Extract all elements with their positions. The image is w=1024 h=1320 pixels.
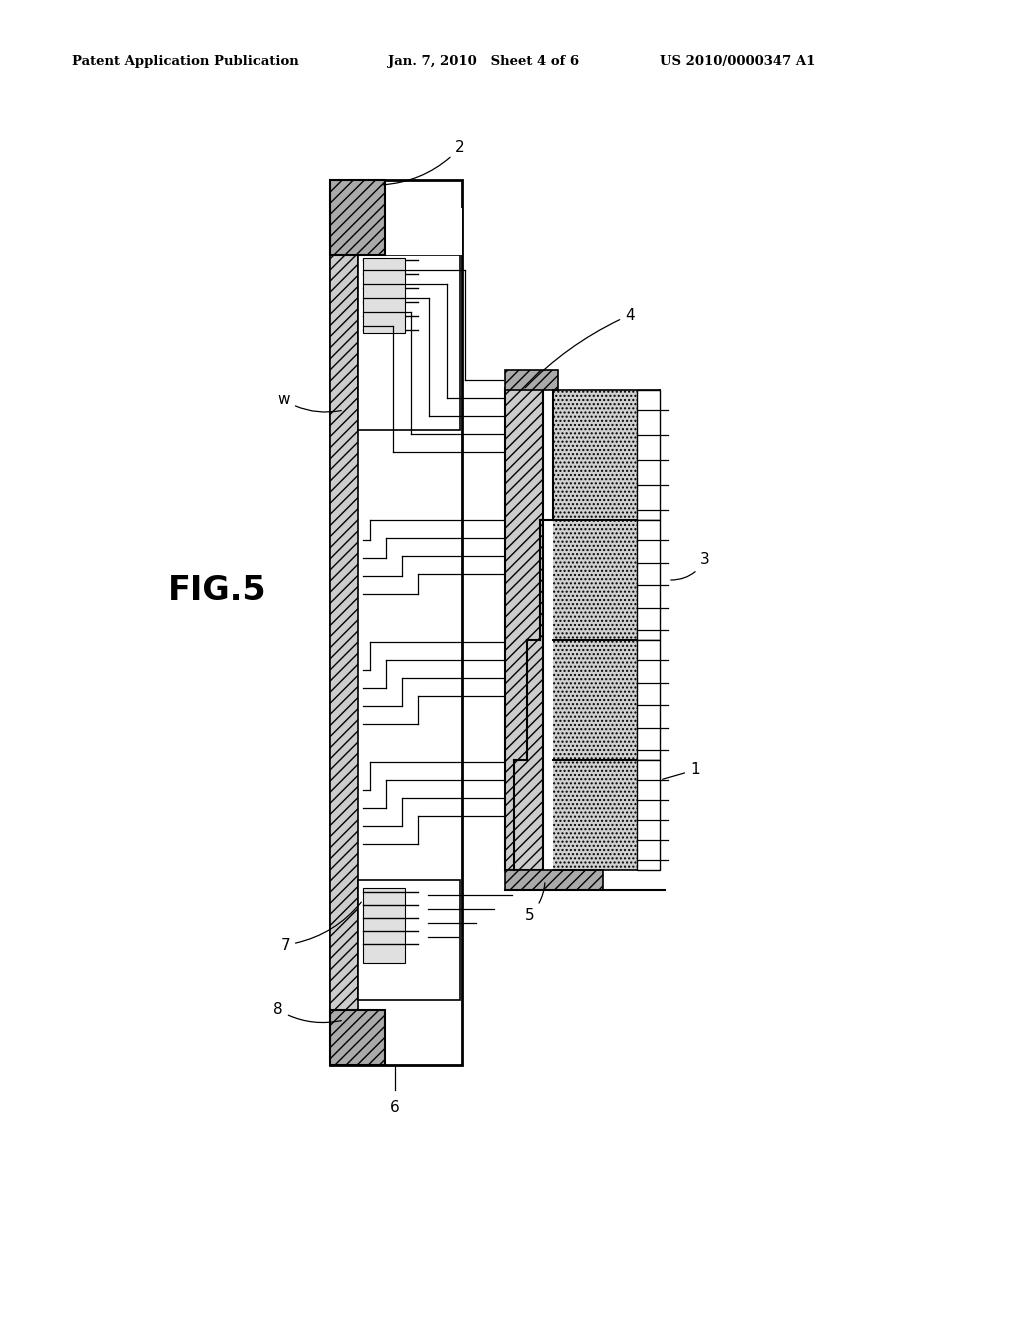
Text: 5: 5 xyxy=(525,883,545,923)
Text: 2: 2 xyxy=(383,140,465,185)
Bar xyxy=(553,520,637,640)
Text: 7: 7 xyxy=(281,902,361,953)
Text: FIG.5: FIG.5 xyxy=(168,573,266,606)
Bar xyxy=(362,257,406,333)
Text: 3: 3 xyxy=(671,553,710,579)
Text: 6: 6 xyxy=(390,1101,400,1115)
Bar xyxy=(505,870,603,890)
Bar xyxy=(330,180,358,1065)
Text: Jan. 7, 2010   Sheet 4 of 6: Jan. 7, 2010 Sheet 4 of 6 xyxy=(388,55,580,69)
Text: Patent Application Publication: Patent Application Publication xyxy=(72,55,299,69)
Text: 8: 8 xyxy=(273,1002,341,1023)
Bar xyxy=(330,180,462,1065)
Text: w: w xyxy=(278,392,341,412)
Bar xyxy=(358,209,462,255)
Bar xyxy=(637,640,660,760)
Bar xyxy=(505,388,543,870)
Bar xyxy=(553,640,637,760)
Bar xyxy=(553,760,637,870)
Text: 1: 1 xyxy=(663,763,699,779)
Bar xyxy=(330,180,385,255)
Bar xyxy=(330,1010,385,1065)
Bar xyxy=(362,888,406,964)
Bar xyxy=(358,255,460,430)
Bar xyxy=(505,370,558,389)
Bar xyxy=(553,389,637,520)
Bar xyxy=(637,389,660,520)
Bar xyxy=(637,520,660,640)
Text: US 2010/0000347 A1: US 2010/0000347 A1 xyxy=(660,55,815,69)
Bar xyxy=(358,880,460,1001)
Bar xyxy=(637,760,660,870)
Text: 4: 4 xyxy=(525,308,635,388)
